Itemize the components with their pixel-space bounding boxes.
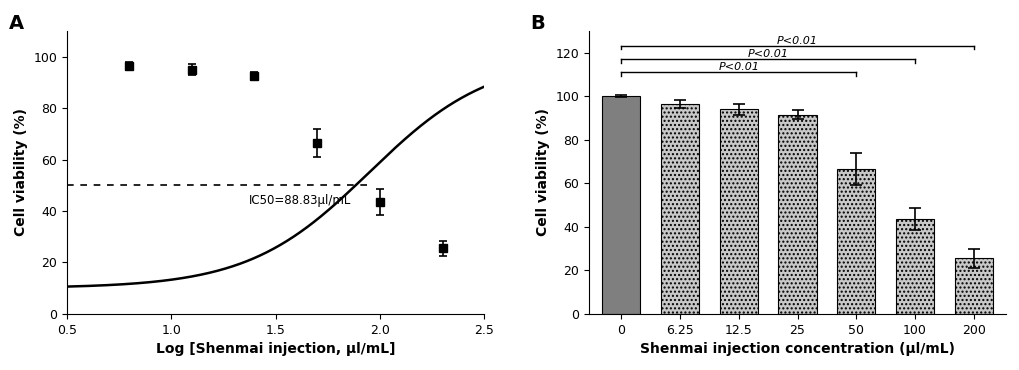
Text: A: A [8, 14, 23, 33]
Bar [954, 258, 991, 314]
Bar [777, 115, 816, 314]
Y-axis label: Cell viability (%): Cell viability (%) [535, 108, 549, 236]
Bar [660, 104, 698, 314]
X-axis label: Shenmai injection concentration (µl/mL): Shenmai injection concentration (µl/mL) [639, 342, 954, 356]
X-axis label: Log [Shenmai injection, µl/mL]: Log [Shenmai injection, µl/mL] [156, 342, 395, 356]
Bar [601, 96, 640, 314]
Bar [895, 219, 933, 314]
Bar [719, 109, 757, 314]
Text: IC50=88.83µl/mL: IC50=88.83µl/mL [249, 194, 351, 207]
Y-axis label: Cell viability (%): Cell viability (%) [14, 108, 28, 236]
Text: B: B [530, 14, 545, 33]
Text: P<0.01: P<0.01 [717, 62, 758, 72]
Text: P<0.01: P<0.01 [747, 48, 788, 58]
Bar [837, 169, 874, 314]
Text: P<0.01: P<0.01 [776, 36, 817, 46]
